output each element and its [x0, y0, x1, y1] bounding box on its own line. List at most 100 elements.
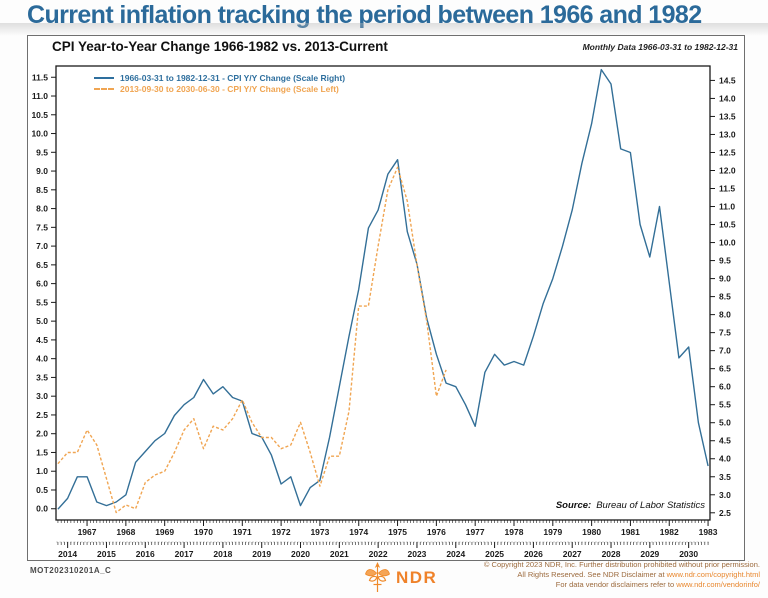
svg-text:2017: 2017	[175, 549, 194, 559]
svg-text:9.0: 9.0	[36, 166, 48, 176]
svg-text:11.0: 11.0	[719, 202, 735, 212]
svg-text:2019: 2019	[252, 549, 271, 559]
svg-text:6.5: 6.5	[719, 364, 731, 374]
svg-text:2014: 2014	[58, 549, 77, 559]
chart-legend: 1966-03-31 to 1982-12-31 - CPI Y/Y Chang…	[94, 72, 345, 94]
svg-text:1974: 1974	[349, 527, 368, 537]
svg-text:3.0: 3.0	[719, 490, 731, 500]
svg-text:5.5: 5.5	[719, 400, 731, 410]
svg-text:4.0: 4.0	[719, 454, 731, 464]
series-line-1966-1982	[57, 68, 709, 510]
svg-text:1981: 1981	[621, 527, 640, 537]
svg-text:7.0: 7.0	[36, 241, 48, 251]
chart-id-code: MOT202310201A_C	[30, 566, 112, 575]
svg-text:1975: 1975	[388, 527, 407, 537]
legend-item-2013-series: 2013-09-30 to 2030-06-30 - CPI Y/Y Chang…	[94, 83, 345, 94]
svg-text:2024: 2024	[446, 549, 465, 559]
svg-text:2021: 2021	[330, 549, 349, 559]
svg-text:1971: 1971	[233, 527, 252, 537]
copyright-text: For data vendor disclaimers refer to	[555, 580, 677, 589]
svg-text:5.5: 5.5	[36, 297, 48, 307]
svg-text:3.5: 3.5	[719, 472, 731, 482]
svg-text:10.0: 10.0	[31, 129, 48, 139]
solid-line-swatch-icon	[94, 76, 114, 79]
svg-text:2030: 2030	[679, 549, 698, 559]
svg-text:2022: 2022	[369, 549, 388, 559]
svg-text:1978: 1978	[505, 527, 524, 537]
svg-text:10.0: 10.0	[719, 238, 736, 248]
svg-text:12.0: 12.0	[719, 165, 736, 175]
svg-text:13.5: 13.5	[719, 111, 736, 121]
svg-text:1970: 1970	[194, 527, 213, 537]
series-line-2013-current	[57, 166, 447, 514]
svg-text:14.5: 14.5	[719, 75, 736, 85]
svg-text:2020: 2020	[291, 549, 310, 559]
chart-panel: CPI Year-to-Year Change 1966-1982 vs. 20…	[27, 35, 745, 561]
svg-text:2028: 2028	[602, 549, 621, 559]
compass-rose-icon	[365, 562, 390, 592]
svg-text:1.0: 1.0	[36, 466, 48, 476]
svg-text:1977: 1977	[466, 527, 485, 537]
disclaimer-link[interactable]: www.ndr.com/copyright.html	[666, 570, 760, 579]
svg-text:9.0: 9.0	[719, 274, 731, 284]
svg-text:5.0: 5.0	[36, 316, 48, 326]
source-note: Source: Bureau of Labor Statistics	[556, 500, 705, 511]
svg-text:4.5: 4.5	[36, 335, 48, 345]
svg-text:6.5: 6.5	[36, 260, 48, 270]
svg-text:11.5: 11.5	[719, 184, 735, 194]
copyright-line: © Copyright 2023 NDR, Inc. Further distr…	[484, 560, 760, 570]
svg-text:2029: 2029	[640, 549, 659, 559]
svg-text:1968: 1968	[116, 527, 135, 537]
svg-text:1972: 1972	[272, 527, 291, 537]
svg-text:3.0: 3.0	[36, 391, 48, 401]
svg-text:3.5: 3.5	[36, 372, 48, 382]
svg-text:7.0: 7.0	[719, 346, 731, 356]
svg-text:1969: 1969	[155, 527, 174, 537]
svg-text:5.0: 5.0	[719, 418, 731, 428]
svg-text:1967: 1967	[78, 527, 97, 537]
ndr-logo: NDR	[364, 561, 437, 594]
svg-text:2.5: 2.5	[719, 508, 731, 518]
svg-text:2026: 2026	[524, 549, 543, 559]
copyright-text: © Copyright 2023 NDR, Inc. Further distr…	[483, 560, 760, 569]
vendor-info-link[interactable]: www.ndr.com/vendorinfo/	[676, 580, 760, 589]
svg-text:8.0: 8.0	[36, 204, 48, 214]
svg-text:2016: 2016	[136, 549, 155, 559]
svg-text:13.0: 13.0	[719, 129, 736, 139]
copyright-text: All Rights Reserved. See NDR Disclaimer …	[517, 570, 667, 579]
svg-text:1982: 1982	[660, 527, 679, 537]
svg-text:8.5: 8.5	[719, 292, 731, 302]
ndr-logo-text: NDR	[396, 567, 438, 587]
svg-text:1983: 1983	[699, 527, 718, 537]
svg-text:6.0: 6.0	[36, 279, 48, 289]
chart-area: 0.0 0.5 1.0 1.5 2.0 2.5 3.0 3.5 4.0 4.5 5.0 5.5 6.0 6…	[28, 60, 743, 560]
source-value: Bureau of Labor Statistics	[596, 500, 705, 511]
svg-text:4.0: 4.0	[36, 354, 48, 364]
svg-text:9.5: 9.5	[36, 147, 48, 157]
svg-text:7.5: 7.5	[719, 328, 731, 338]
svg-text:1976: 1976	[427, 527, 446, 537]
svg-text:1.5: 1.5	[36, 447, 48, 457]
chart-svg: 0.0 0.5 1.0 1.5 2.0 2.5 3.0 3.5 4.0 4.5 5.0 5.5 6.0 6…	[31, 65, 736, 559]
svg-text:2.0: 2.0	[36, 429, 48, 439]
svg-text:1980: 1980	[582, 527, 601, 537]
svg-text:0.0: 0.0	[36, 504, 48, 514]
copyright-line: All Rights Reserved. See NDR Disclaimer …	[484, 570, 760, 580]
copyright-line: For data vendor disclaimers refer to www…	[484, 580, 760, 590]
chart-title: CPI Year-to-Year Change 1966-1982 vs. 20…	[52, 39, 388, 54]
svg-text:8.0: 8.0	[719, 310, 731, 320]
header-divider	[0, 23, 768, 36]
svg-text:2018: 2018	[213, 549, 232, 559]
svg-text:1979: 1979	[543, 527, 562, 537]
legend-item-1966-series: 1966-03-31 to 1982-12-31 - CPI Y/Y Chang…	[94, 72, 345, 83]
svg-text:2023: 2023	[408, 549, 427, 559]
copyright-block: © Copyright 2023 NDR, Inc. Further distr…	[484, 560, 760, 590]
svg-text:2027: 2027	[563, 549, 582, 559]
svg-text:8.5: 8.5	[36, 185, 48, 195]
svg-text:11.0: 11.0	[32, 91, 48, 101]
svg-text:4.5: 4.5	[719, 436, 731, 446]
svg-text:0.5: 0.5	[36, 485, 48, 495]
svg-text:11.5: 11.5	[32, 72, 48, 82]
plot-border	[55, 65, 711, 521]
